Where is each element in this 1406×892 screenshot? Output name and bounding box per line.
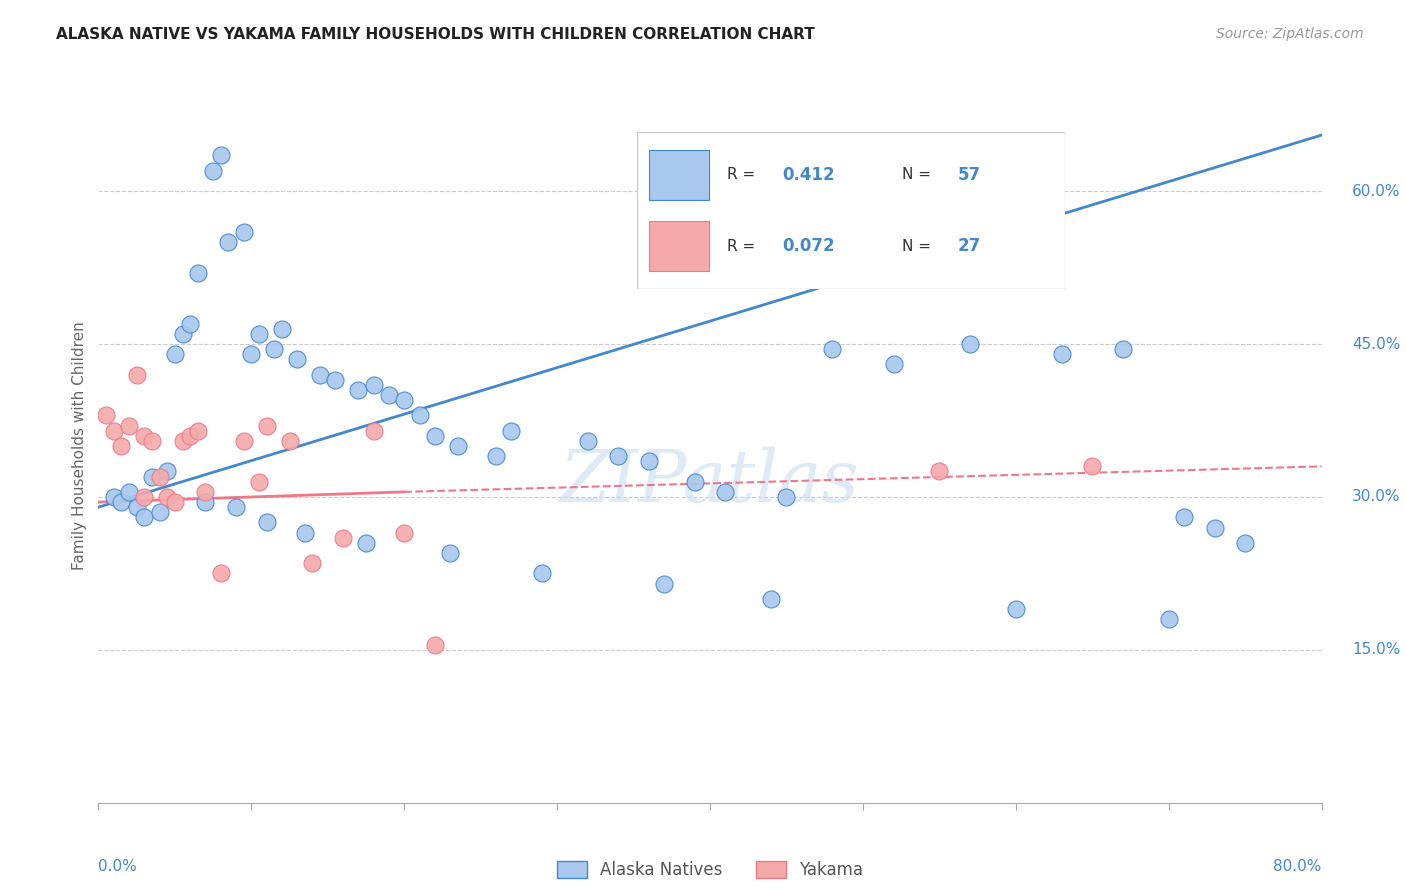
Point <box>325 373 347 387</box>
Point <box>294 525 316 540</box>
Point <box>775 490 797 504</box>
Point <box>110 439 132 453</box>
Point <box>1234 536 1257 550</box>
Point <box>714 484 737 499</box>
Point <box>209 566 232 581</box>
Point <box>179 429 201 443</box>
Point <box>194 495 217 509</box>
Point <box>110 495 132 509</box>
Point <box>332 531 354 545</box>
Point <box>149 505 172 519</box>
Point <box>363 377 385 392</box>
Point <box>1157 612 1180 626</box>
Point <box>103 424 125 438</box>
Point <box>821 342 844 356</box>
Point <box>637 454 661 468</box>
Point <box>501 424 523 438</box>
Point <box>576 434 599 448</box>
Text: ZIPatlas: ZIPatlas <box>560 446 860 517</box>
Point <box>172 326 194 341</box>
Text: Source: ZipAtlas.com: Source: ZipAtlas.com <box>1216 27 1364 41</box>
Point <box>163 347 186 361</box>
Point <box>530 566 553 581</box>
Point <box>392 525 416 540</box>
Point <box>209 148 232 162</box>
Point <box>134 510 156 524</box>
Point <box>103 490 125 504</box>
Point <box>179 317 201 331</box>
Point <box>256 418 278 433</box>
Text: 45.0%: 45.0% <box>1353 336 1400 351</box>
Point <box>607 449 630 463</box>
Point <box>134 429 156 443</box>
Point <box>1204 520 1226 534</box>
Point <box>354 536 377 550</box>
Text: 30.0%: 30.0% <box>1353 490 1400 505</box>
Point <box>347 383 370 397</box>
Point <box>928 465 950 479</box>
Point <box>285 352 308 367</box>
Point <box>1081 459 1104 474</box>
Point <box>256 516 278 530</box>
Point <box>194 484 217 499</box>
Point <box>408 409 430 423</box>
Point <box>217 235 239 249</box>
Point <box>1050 347 1073 361</box>
Point <box>94 409 117 423</box>
Point <box>683 475 706 489</box>
Point <box>309 368 332 382</box>
Point <box>1112 342 1135 356</box>
Point <box>447 439 470 453</box>
Text: 80.0%: 80.0% <box>1274 859 1322 874</box>
Text: 0.0%: 0.0% <box>98 859 138 874</box>
Point <box>378 388 401 402</box>
Legend: Alaska Natives, Yakama: Alaska Natives, Yakama <box>548 853 872 888</box>
Point <box>761 591 783 606</box>
Point <box>118 418 141 433</box>
Point <box>883 358 905 372</box>
Point <box>134 490 156 504</box>
Y-axis label: Family Households with Children: Family Households with Children <box>72 322 87 570</box>
Point <box>423 429 446 443</box>
Point <box>439 546 461 560</box>
Point <box>225 500 247 515</box>
Point <box>247 475 270 489</box>
Point <box>423 638 446 652</box>
Point <box>149 469 172 483</box>
Text: 60.0%: 60.0% <box>1353 184 1400 199</box>
Point <box>187 266 209 280</box>
Point <box>125 368 148 382</box>
Point <box>156 465 179 479</box>
Point <box>301 556 323 570</box>
Point <box>652 576 675 591</box>
Point <box>263 342 285 356</box>
Point <box>141 469 163 483</box>
Text: ALASKA NATIVE VS YAKAMA FAMILY HOUSEHOLDS WITH CHILDREN CORRELATION CHART: ALASKA NATIVE VS YAKAMA FAMILY HOUSEHOLD… <box>56 27 815 42</box>
Point <box>156 490 179 504</box>
Text: 15.0%: 15.0% <box>1353 642 1400 657</box>
Point <box>232 434 254 448</box>
Point <box>278 434 301 448</box>
Point <box>125 500 148 515</box>
Point <box>247 326 270 341</box>
Point <box>141 434 163 448</box>
Point <box>392 393 416 408</box>
Point <box>187 424 209 438</box>
Point <box>959 337 981 351</box>
Point <box>172 434 194 448</box>
Point <box>270 322 294 336</box>
Point <box>485 449 508 463</box>
Point <box>1173 510 1195 524</box>
Point <box>202 163 225 178</box>
Point <box>240 347 263 361</box>
Point <box>232 225 254 239</box>
Point <box>118 484 141 499</box>
Point <box>163 495 186 509</box>
Point <box>363 424 385 438</box>
Point <box>1004 602 1026 616</box>
